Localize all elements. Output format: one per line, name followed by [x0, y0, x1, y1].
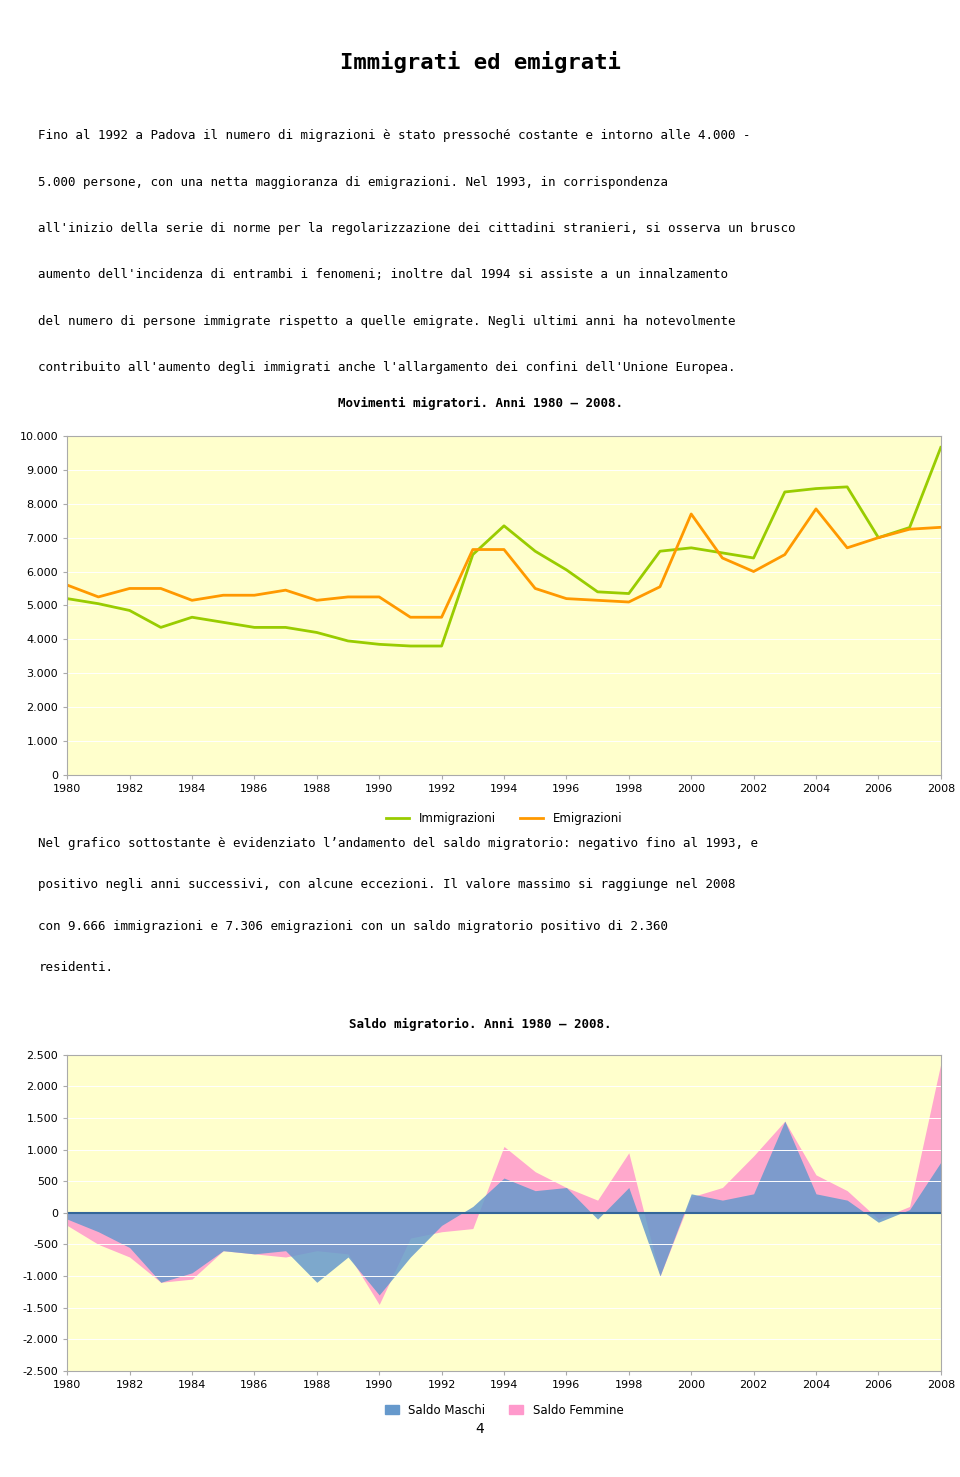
- Text: positivo negli anni successivi, con alcune eccezioni. Il valore massimo si raggi: positivo negli anni successivi, con alcu…: [38, 879, 736, 891]
- Text: Nel grafico sottostante è evidenziato l’andamento del saldo migratorio: negativo: Nel grafico sottostante è evidenziato l’…: [38, 837, 758, 849]
- Text: del numero di persone immigrate rispetto a quelle emigrate. Negli ultimi anni ha: del numero di persone immigrate rispetto…: [38, 315, 736, 328]
- Text: Immigrati ed emigrati: Immigrati ed emigrati: [340, 52, 620, 72]
- Text: Saldo migratorio. Anni 1980 – 2008.: Saldo migratorio. Anni 1980 – 2008.: [348, 1018, 612, 1031]
- Text: 4: 4: [475, 1422, 485, 1436]
- Text: Movimenti migratori. Anni 1980 – 2008.: Movimenti migratori. Anni 1980 – 2008.: [338, 397, 622, 411]
- Text: all'inizio della serie di norme per la regolarizzazione dei cittadini stranieri,: all'inizio della serie di norme per la r…: [38, 222, 796, 235]
- Text: con 9.666 immigrazioni e 7.306 emigrazioni con un saldo migratorio positivo di 2: con 9.666 immigrazioni e 7.306 emigrazio…: [38, 920, 668, 932]
- Text: aumento dell'incidenza di entrambi i fenomeni; inoltre dal 1994 si assiste a un : aumento dell'incidenza di entrambi i fen…: [38, 269, 729, 281]
- Text: Fino al 1992 a Padova il numero di migrazioni è stato pressoché costante e intor: Fino al 1992 a Padova il numero di migra…: [38, 130, 751, 142]
- Text: residenti.: residenti.: [38, 962, 113, 973]
- Text: contribuito all'aumento degli immigrati anche l'allargamento dei confini dell'Un: contribuito all'aumento degli immigrati …: [38, 360, 736, 374]
- Text: 5.000 persone, con una netta maggioranza di emigrazioni. Nel 1993, in corrispond: 5.000 persone, con una netta maggioranza…: [38, 176, 668, 189]
